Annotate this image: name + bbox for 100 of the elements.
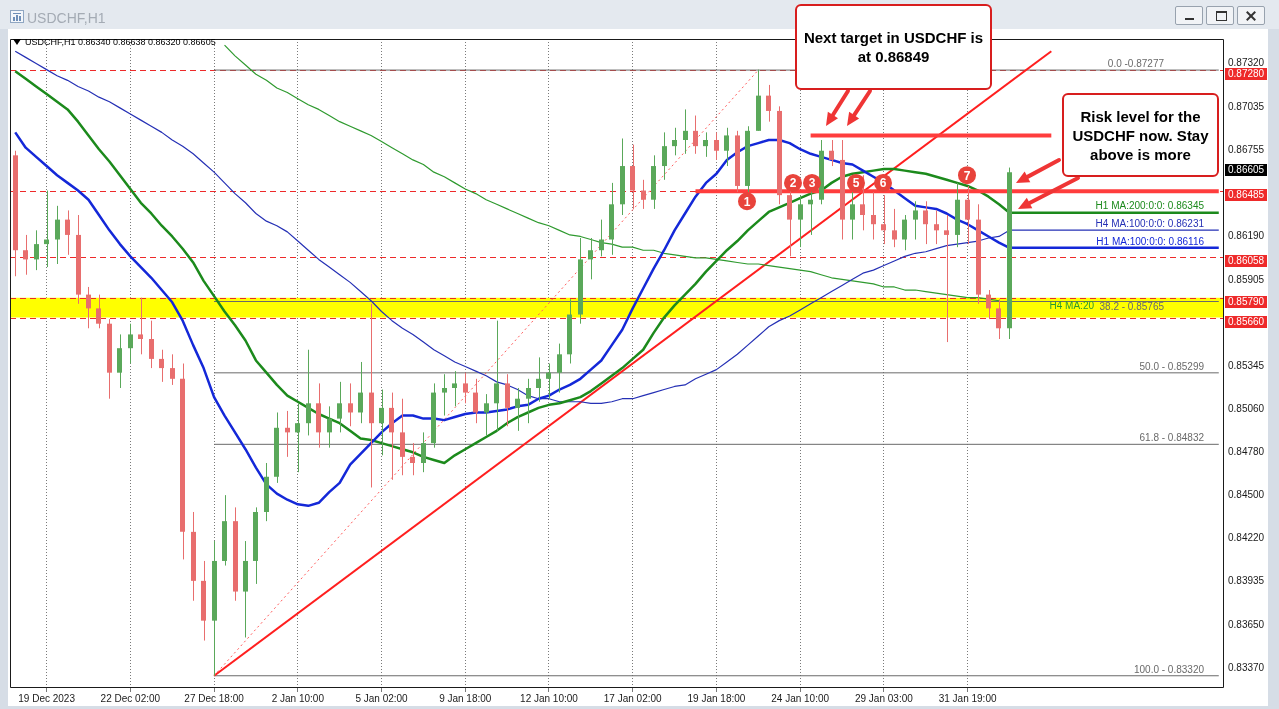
candlestick xyxy=(860,174,865,231)
candlestick xyxy=(944,214,949,343)
y-tick-label: 0.84220 xyxy=(1228,531,1265,543)
candlestick xyxy=(986,289,991,320)
y-tick-label: 0.86190 xyxy=(1228,230,1265,242)
candlestick xyxy=(463,372,468,404)
x-tick-label: 12 Jan 10:00 xyxy=(520,692,579,704)
candlestick xyxy=(55,205,60,265)
candlestick xyxy=(421,431,426,473)
candlestick xyxy=(526,378,531,424)
candlestick xyxy=(34,229,39,271)
chart-title: USDCHF,H1 xyxy=(27,10,106,26)
text: H4 MA:20 xyxy=(1049,300,1095,312)
candlestick xyxy=(798,194,803,248)
candlestick xyxy=(766,84,771,123)
candlestick xyxy=(641,179,646,210)
candlestick xyxy=(138,297,143,355)
candlestick xyxy=(536,356,541,403)
series-label: 38.2 - 0.85765 xyxy=(1099,301,1165,313)
x-tick-label: 24 Jan 10:00 xyxy=(771,692,830,704)
y-tick-label: 0.86755 xyxy=(1228,143,1265,155)
candlestick xyxy=(452,370,457,407)
annotation: 6 xyxy=(879,176,887,191)
candlestick xyxy=(515,387,520,432)
ref-line-label: 0.86485 xyxy=(1228,189,1265,201)
annotation: 1 xyxy=(743,194,751,209)
callout-box: Next target in USDCHF is at 0.86849 xyxy=(795,4,992,90)
x-tick-label: 19 Jan 18:00 xyxy=(687,692,746,704)
candlestick xyxy=(672,127,677,156)
x-tick-label: 29 Jan 03:00 xyxy=(854,692,914,704)
candlestick xyxy=(923,200,928,245)
candlestick xyxy=(96,294,101,329)
y-tick-label: 0.83370 xyxy=(1228,661,1265,673)
y-tick-label: 0.85905 xyxy=(1228,273,1265,285)
series-label: 50.0 - 0.85299 xyxy=(1139,360,1205,372)
candlestick xyxy=(546,363,551,400)
ref-line-label: 0.85790 xyxy=(1228,296,1265,308)
candlestick xyxy=(850,191,855,241)
candlestick xyxy=(484,393,489,436)
x-tick-label: 9 Jan 18:00 xyxy=(439,692,492,704)
candlestick xyxy=(337,381,342,433)
x-tick-label: 31 Jan 19:00 xyxy=(938,692,997,704)
candlestick xyxy=(494,320,499,432)
candlestick xyxy=(170,353,175,386)
candlestick xyxy=(327,405,332,449)
y-tick-label: 0.83935 xyxy=(1228,575,1265,587)
annotation: Risk level for the USDCHF now. Stay above is more xyxy=(1071,106,1210,164)
y-tick-label: 0.85345 xyxy=(1228,359,1265,371)
series-label: 61.8 - 0.84832 xyxy=(1139,432,1205,444)
candlestick xyxy=(128,323,133,364)
candlestick xyxy=(913,200,918,241)
candlestick xyxy=(902,214,907,251)
y-tick-label: 0.87035 xyxy=(1228,100,1265,112)
candlestick xyxy=(306,349,311,436)
annotation: 3 xyxy=(808,176,816,191)
x-tick-label: 5 Jan 02:00 xyxy=(355,692,409,704)
candlestick xyxy=(871,191,876,241)
annotation: 7 xyxy=(963,168,971,183)
candlestick xyxy=(379,389,384,456)
candlestick xyxy=(714,131,719,161)
x-tick-label: 27 Dec 18:00 xyxy=(184,692,245,704)
series-label: H1 MA:100:0:0: 0.86116 xyxy=(1096,235,1205,247)
candlestick xyxy=(599,219,604,257)
candlestick xyxy=(473,378,478,424)
annotation: Next target in USDCHF is at 0.86849 xyxy=(802,28,985,66)
candlestick xyxy=(149,320,154,369)
candlestick xyxy=(588,237,593,280)
ref-line-label: 0.87280 xyxy=(1228,68,1265,80)
candlestick xyxy=(410,442,415,476)
candlestick xyxy=(23,234,28,276)
series-label: 0.0 -0.87277 xyxy=(1107,57,1165,69)
series-label: H4 MA:100:0:0: 0.86231 xyxy=(1095,217,1205,229)
candlestick xyxy=(892,208,897,248)
candlestick xyxy=(662,131,667,181)
candlestick xyxy=(442,373,447,417)
candlestick xyxy=(965,185,970,245)
candlestick xyxy=(348,382,353,427)
candlestick xyxy=(683,108,688,155)
ref-line-label: 0.86058 xyxy=(1228,255,1265,267)
candlestick xyxy=(829,139,834,167)
candlestick xyxy=(693,115,698,155)
candlestick xyxy=(86,286,91,329)
candlestick xyxy=(358,361,363,424)
candlestick xyxy=(295,402,300,473)
x-tick-label: 22 Dec 02:00 xyxy=(100,692,161,704)
candlestick xyxy=(724,127,729,167)
candlestick xyxy=(557,343,562,394)
candlestick xyxy=(159,349,164,383)
candlestick xyxy=(934,209,939,245)
candlestick xyxy=(996,298,1001,340)
y-tick-label: 0.87320 xyxy=(1228,57,1265,69)
y-tick-label: 0.83650 xyxy=(1228,618,1265,630)
candlestick xyxy=(65,209,70,256)
chart-subtitle: USDCHF,H1 0.86340 0.86638 0.86320 0.86605 xyxy=(25,37,216,48)
y-tick-label: 0.84780 xyxy=(1228,446,1265,458)
annotation: 2 xyxy=(789,176,797,191)
series-label: 100.0 - 0.83320 xyxy=(1133,663,1205,675)
y-tick-label: 0.85060 xyxy=(1228,403,1265,415)
text: 0.86605 xyxy=(1228,164,1265,176)
annotation: 5 xyxy=(852,176,860,191)
